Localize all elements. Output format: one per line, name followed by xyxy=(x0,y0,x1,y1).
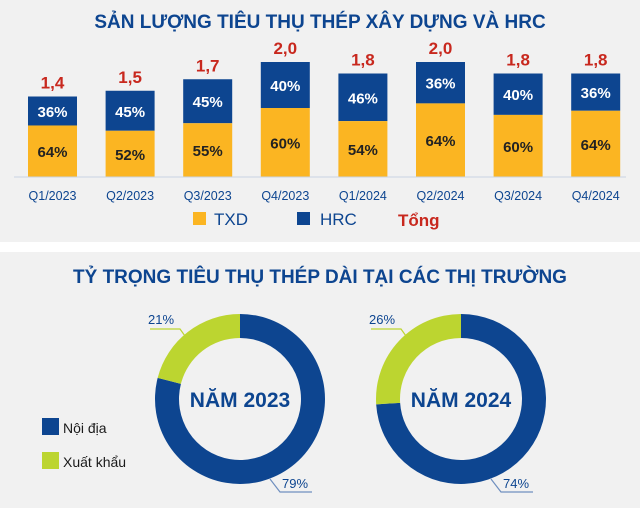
bar-chart-title: SẢN LƯỢNG TIÊU THỤ THÉP XÂY DỰNG VÀ HRC xyxy=(94,11,546,33)
leader-line xyxy=(490,478,533,493)
bar-hrc xyxy=(28,96,77,126)
leader-line xyxy=(150,328,191,344)
bar-txd xyxy=(105,130,155,177)
hrc-label: 36% xyxy=(37,104,67,121)
x-tick-label: Q3/2023 xyxy=(184,189,232,203)
bar-hrc xyxy=(493,73,543,115)
total-label: 1,8 xyxy=(351,51,375,70)
txd-label: 54% xyxy=(348,142,378,159)
donut-slice-xuat-khau xyxy=(157,314,240,384)
bar-txd xyxy=(183,123,233,177)
bar-txd xyxy=(493,114,543,177)
legend-label-noi-dia: Nội địa xyxy=(63,420,107,436)
legend-label-hrc: HRC xyxy=(320,210,357,229)
x-tick-label: Q3/2024 xyxy=(494,189,542,203)
x-tick-label: Q2/2023 xyxy=(106,189,154,203)
legend-label-txd: TXD xyxy=(214,210,248,229)
total-label: 1,8 xyxy=(506,51,530,70)
donut-chart: TỶ TRỌNG TIÊU THỤ THÉP DÀI TẠI CÁC THỊ T… xyxy=(42,266,567,493)
txd-label: 60% xyxy=(270,136,300,153)
total-label: 1,5 xyxy=(118,68,142,87)
total-label: 1,4 xyxy=(41,74,65,93)
hrc-label: 45% xyxy=(115,104,145,121)
txd-label: 64% xyxy=(581,137,611,154)
donut-center-label: NĂM 2024 xyxy=(411,389,512,412)
legend-swatch-hrc xyxy=(297,212,310,225)
bar-txd xyxy=(571,110,621,177)
bar-hrc xyxy=(571,73,621,111)
hrc-label: 40% xyxy=(270,78,300,95)
bar-hrc xyxy=(260,62,310,108)
x-tick-label: Q1/2023 xyxy=(29,189,77,203)
txd-label: 52% xyxy=(115,147,145,164)
xuat-khau-value: 26% xyxy=(369,312,395,327)
total-label: 2,0 xyxy=(273,39,297,58)
xuat-khau-value: 21% xyxy=(148,312,174,327)
bar-hrc xyxy=(183,79,233,124)
legend-swatch-noi-dia xyxy=(42,418,59,435)
bar-txd xyxy=(338,121,388,177)
hrc-label: 36% xyxy=(581,85,611,102)
legend-label-total: Tổng xyxy=(398,211,440,230)
bar-hrc xyxy=(105,90,155,131)
x-tick-label: Q2/2024 xyxy=(417,189,465,203)
hrc-label: 46% xyxy=(348,90,378,107)
leader-line xyxy=(371,328,412,344)
donut-center-label: NĂM 2023 xyxy=(190,389,290,412)
leader-line xyxy=(269,478,312,493)
txd-label: 55% xyxy=(193,143,223,160)
legend-swatch-txd xyxy=(193,212,206,225)
noi-dia-value: 79% xyxy=(282,476,308,491)
bar-hrc xyxy=(338,73,388,122)
legend-label-xuat-khau: Xuất khẩu xyxy=(63,454,126,470)
donut-chart-title: TỶ TRỌNG TIÊU THỤ THÉP DÀI TẠI CÁC THỊ T… xyxy=(73,266,567,288)
donut-chart-panel: TỶ TRỌNG TIÊU THỤ THÉP DÀI TẠI CÁC THỊ T… xyxy=(0,252,640,508)
bar-txd xyxy=(28,125,77,177)
bar-chart: SẢN LƯỢNG TIÊU THỤ THÉP XÂY DỰNG VÀ HRC … xyxy=(14,11,626,230)
txd-label: 60% xyxy=(503,139,533,156)
hrc-label: 40% xyxy=(503,87,533,104)
total-label: 1,7 xyxy=(196,56,220,75)
total-label: 1,8 xyxy=(584,51,608,70)
x-tick-label: Q4/2023 xyxy=(261,189,309,203)
noi-dia-value: 74% xyxy=(503,476,529,491)
hrc-label: 45% xyxy=(193,94,223,111)
bar-hrc xyxy=(416,62,465,104)
x-tick-label: Q4/2024 xyxy=(572,189,620,203)
x-tick-label: Q1/2024 xyxy=(339,189,387,203)
legend-swatch-xuat-khau xyxy=(42,452,59,469)
hrc-label: 36% xyxy=(425,76,455,93)
bar-chart-panel: SẢN LƯỢNG TIÊU THỤ THÉP XÂY DỰNG VÀ HRC … xyxy=(0,0,640,242)
bar-txd xyxy=(416,103,465,177)
txd-label: 64% xyxy=(425,133,455,150)
total-label: 2,0 xyxy=(429,39,453,58)
bar-txd xyxy=(260,108,310,177)
txd-label: 64% xyxy=(37,144,67,161)
donut-slice-xuat-khau xyxy=(375,314,461,405)
